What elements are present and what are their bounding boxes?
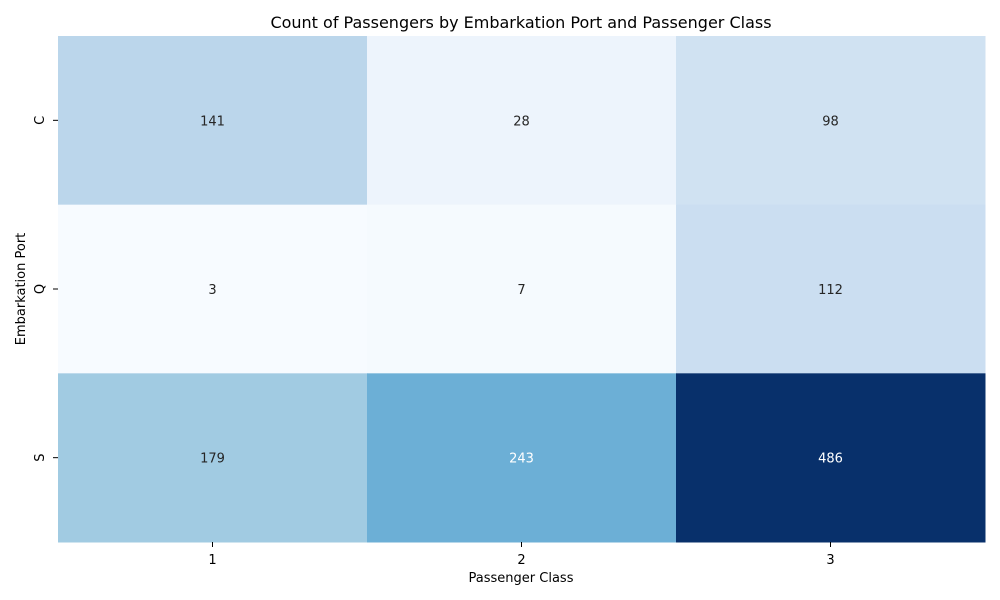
y-axis-label: Embarkation Port	[14, 233, 29, 346]
heatmap-cell-S-2	[367, 373, 677, 543]
x-tick-label-1: 1	[208, 553, 216, 568]
cell-value-label-Q-3: 112	[818, 283, 843, 298]
x-tick-label-2: 2	[517, 553, 525, 568]
y-tick-label-Q: Q	[33, 284, 48, 294]
chart-title: Count of Passengers by Embarkation Port …	[270, 13, 771, 32]
cell-value-label-Q-1: 3	[208, 283, 216, 298]
x-tick-label-3: 3	[826, 553, 834, 568]
heatmap-cell-C-1	[58, 36, 368, 206]
heatmap-cell-C-3	[676, 36, 986, 206]
cell-value-label-C-3: 98	[822, 114, 839, 129]
cell-value-label-C-2: 28	[513, 114, 530, 129]
cell-value-label-C-1: 141	[200, 114, 225, 129]
cell-value-label-S-3: 486	[818, 452, 843, 467]
y-axis-ticks: C Q S	[33, 116, 58, 462]
heatmap-cells	[58, 36, 986, 543]
y-tick-label-C: C	[33, 116, 48, 125]
heatmap-cell-Q-3	[676, 204, 986, 374]
heatmap-cell-S-3	[676, 373, 986, 543]
x-axis-ticks: 1 2 3	[208, 542, 835, 568]
x-axis-label: Passenger Class	[469, 571, 574, 586]
heatmap-cell-Q-1	[58, 204, 368, 374]
heatmap-cell-labels: 141 28 98 3 7 112 179 243 486	[200, 114, 843, 466]
heatmap-cell-C-2	[367, 36, 677, 206]
cell-value-label-S-2: 243	[509, 452, 534, 467]
cell-value-label-S-1: 179	[200, 452, 225, 467]
y-tick-label-S: S	[33, 454, 48, 462]
cell-value-label-Q-2: 7	[517, 283, 525, 298]
heatmap-cell-S-1	[58, 373, 368, 543]
heatmap-cell-Q-2	[367, 204, 677, 374]
